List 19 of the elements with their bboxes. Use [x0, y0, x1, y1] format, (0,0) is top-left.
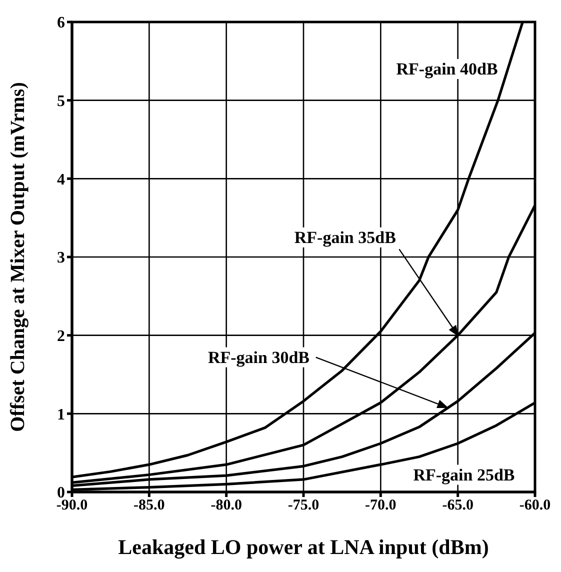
annotation: RF-gain 30dB — [208, 348, 310, 367]
x-tick-label: -90.0 — [56, 498, 88, 514]
y-tick-label: 1 — [57, 406, 65, 424]
series-label: RF-gain 25dB — [413, 465, 515, 484]
series-label: RF-gain 40dB — [396, 60, 498, 78]
x-tick-label: -75.0 — [288, 498, 320, 514]
x-tick-label: -70.0 — [365, 498, 396, 514]
y-tick-label: 2 — [57, 328, 65, 346]
x-axis-title: Leakaged LO power at LNA input (dBm) — [118, 535, 489, 559]
y-tick-label: 4 — [57, 171, 65, 188]
y-tick-label: 3 — [57, 250, 65, 267]
x-tick-label: -60.0 — [519, 498, 551, 514]
x-tick-label: -65.0 — [442, 498, 474, 514]
x-tick-label: -80.0 — [210, 498, 242, 514]
y-tick-label: 6 — [57, 14, 65, 32]
y-axis-title: Offset Change at Mixer Output (mVrms) — [7, 82, 30, 432]
annotation: RF-gain 35dB — [294, 228, 396, 247]
y-tick-label: 5 — [57, 93, 65, 110]
x-tick-label: -85.0 — [134, 498, 165, 514]
